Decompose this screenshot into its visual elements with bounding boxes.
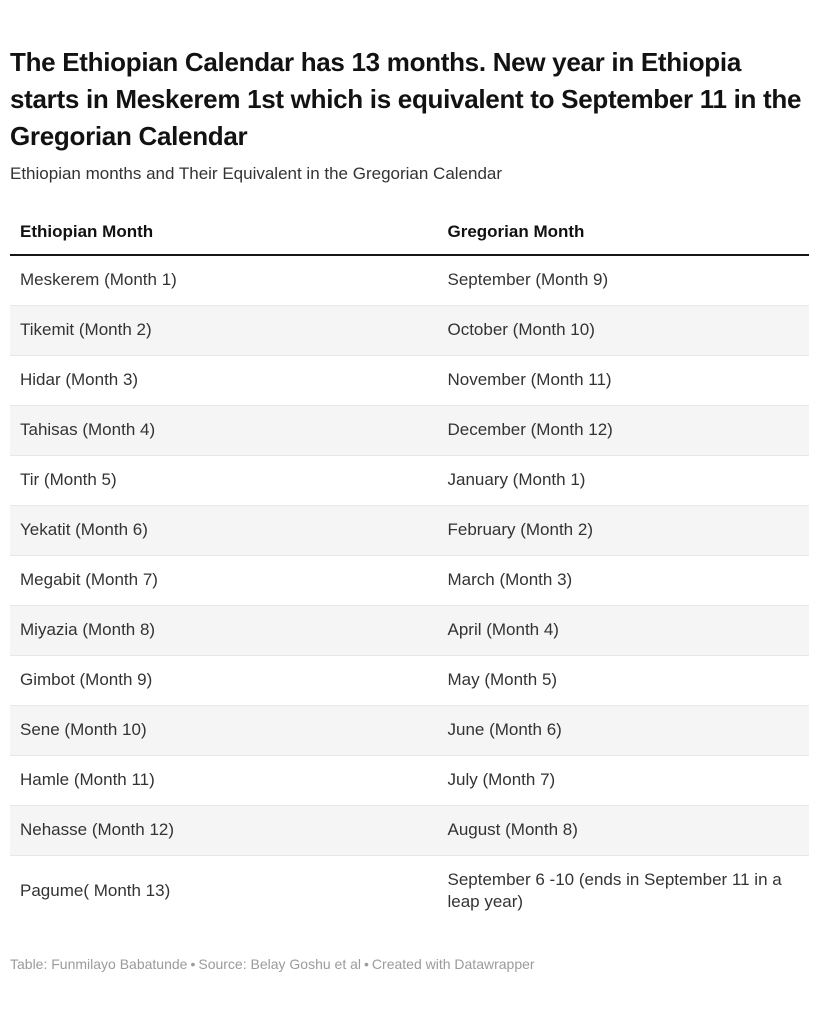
ethiopian-month-cell: Yekatit (Month 6) — [20, 520, 148, 539]
table-row: Miyazia (Month 8) April (Month 4) — [10, 605, 809, 656]
gregorian-month-cell: January (Month 1) — [447, 470, 586, 489]
gregorian-month-cell: December (Month 12) — [447, 420, 613, 439]
ethiopian-month-cell: Hidar (Month 3) — [20, 370, 139, 389]
table-row: Megabit (Month 7) March (Month 3) — [10, 556, 809, 606]
gregorian-month-cell: August (Month 8) — [447, 820, 578, 839]
table-body: Meskerem (Month 1) September (Month 9) Tik… — [10, 255, 809, 927]
gregorian-month-cell: April (Month 4) — [447, 620, 559, 639]
gregorian-month-cell: July (Month 7) — [447, 770, 556, 789]
gregorian-month-cell: September 6 -10 (ends in September 11 in… — [447, 870, 782, 911]
ethiopian-month-cell: Tikemit (Month 2) — [20, 320, 152, 339]
ethiopian-month-cell: Tir (Month 5) — [20, 470, 117, 489]
ethiopian-month-cell: Hamle (Month 11) — [20, 770, 155, 789]
table-row: Yekatit (Month 6) February (Month 2) — [10, 505, 809, 556]
chart-title: The Ethiopian Calendar has 13 months. Ne… — [10, 47, 802, 151]
table-row: Tahisas (Month 4) December (Month 12) — [10, 405, 809, 456]
table-row: Tir (Month 5) January (Month 1) — [10, 456, 809, 506]
table-row: Hamle (Month 11) July (Month 7) — [10, 756, 809, 806]
table-row: Nehasse (Month 12) August (Month 8) — [10, 805, 809, 856]
ethiopian-month-cell: Megabit (Month 7) — [20, 570, 158, 589]
gregorian-month-cell: May (Month 5) — [447, 670, 558, 689]
footer-separator: • — [190, 956, 196, 972]
ethiopian-month-cell: Sene (Month 10) — [20, 720, 147, 739]
gregorian-month-cell: September (Month 9) — [447, 270, 609, 289]
gregorian-month-cell: February (Month 2) — [447, 520, 593, 539]
ethiopian-month-cell: Miyazia (Month 8) — [20, 620, 156, 639]
footer-table-label: Table: — [10, 956, 52, 972]
table-row: Gimbot (Month 9) May (Month 5) — [10, 656, 809, 706]
gregorian-month-cell: June (Month 6) — [447, 720, 562, 739]
table-row: Meskerem (Month 1) September (Month 9) — [10, 255, 809, 306]
datawrapper-table-chart: The Ethiopian Calendar has 13 months. Ne… — [10, 47, 809, 973]
ethiopian-month-cell: Pagume( Month 13) — [20, 881, 171, 900]
table-row: Hidar (Month 3) November (Month 11) — [10, 356, 809, 406]
footer-source-link[interactable]: Belay Goshu et al — [250, 956, 362, 972]
ethiopian-month-cell: Tahisas (Month 4) — [20, 420, 156, 439]
ethiopian-month-cell: Meskerem (Month 1) — [20, 270, 177, 289]
footer-datawrapper-credit-link[interactable]: Created with Datawrapper — [371, 956, 535, 972]
gregorian-month-cell: October (Month 10) — [447, 320, 595, 339]
column-header-ethiopian-month: Ethiopian Month — [10, 213, 438, 256]
column-header-gregorian-month: Gregorian Month — [437, 213, 809, 256]
months-table: Ethiopian Month Gregorian Month Meskerem… — [10, 213, 809, 927]
gregorian-month-cell: March (Month 3) — [447, 570, 573, 589]
table-header-row: Ethiopian Month Gregorian Month — [10, 213, 809, 256]
chart-subtitle: Ethiopian months and Their Equivalent in… — [10, 164, 503, 183]
gregorian-month-cell: November (Month 11) — [447, 370, 612, 389]
footer-separator: • — [364, 956, 369, 972]
footer-table-credit-link[interactable]: Funmilayo Babatunde — [51, 956, 188, 972]
table-row: Tikemit (Month 2) October (Month 10) — [10, 305, 809, 356]
chart-footer: Table: Funmilayo Babatunde • Source: Belay… — [10, 955, 809, 973]
ethiopian-month-cell: Nehasse (Month 12) — [20, 820, 175, 839]
footer-source-label: Source: — [198, 956, 251, 972]
table-row: Sene (Month 10) June (Month 6) — [10, 705, 809, 756]
table-row: Pagume( Month 13) September 6 -10 (ends i… — [10, 856, 809, 928]
ethiopian-month-cell: Gimbot (Month 9) — [20, 670, 153, 689]
